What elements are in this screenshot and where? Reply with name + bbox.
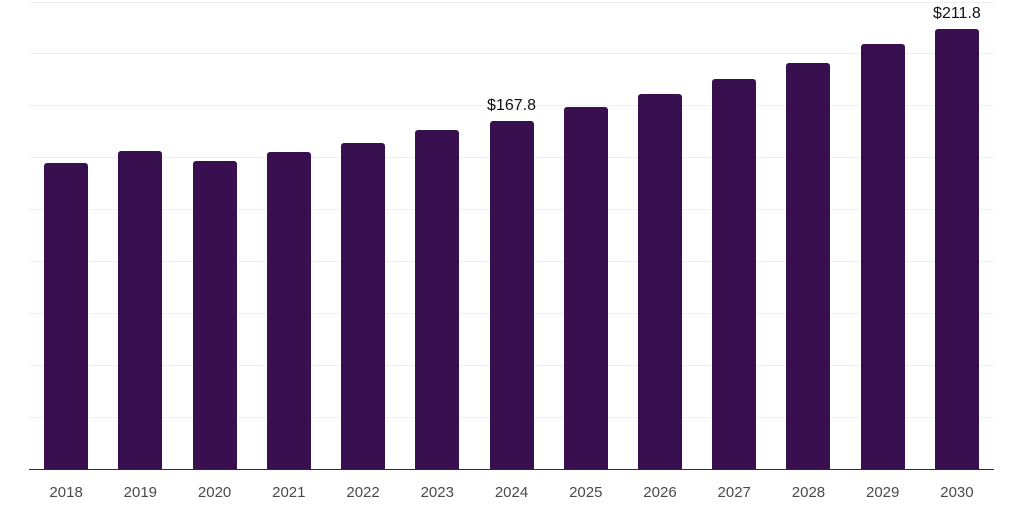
bar-chart-plot: $167.8 $211.8 [29,1,994,470]
bar-2026 [637,93,682,469]
x-tick-2021: 2021 [272,484,306,501]
x-tick-2022: 2022 [346,484,380,501]
bar-2023 [415,130,460,469]
bar-slot-2030: $211.8 [920,2,994,469]
bar-slot-2027 [697,2,771,469]
bars-container: $167.8 $211.8 [29,2,994,469]
x-tick-2027: 2027 [717,484,751,501]
bar-slot-2022 [326,2,400,469]
x-axis-labels: 2018 2019 2020 2021 2022 2023 2024 2025 2026 2027… [29,484,994,501]
bar-2029 [860,44,905,469]
gridline-200 [29,53,994,55]
bar-slot-2020 [177,2,251,469]
bar-slot-2026 [623,2,697,469]
bar-2027 [712,78,757,469]
bar-slot-2024: $167.8 [474,2,548,469]
x-tick-2020: 2020 [197,484,232,501]
bar-slot-2019 [103,2,177,469]
bar-2020 [192,160,237,469]
value-label-2024: $167.8 [487,96,536,114]
x-tick-2028: 2028 [791,484,826,501]
bar-2022 [341,142,386,469]
x-tick-2029: 2029 [866,484,900,501]
bar-2021 [266,151,311,469]
x-tick-2018: 2018 [49,484,83,501]
x-tick-2025: 2025 [569,484,603,501]
bar-2019 [118,150,163,469]
gridline-225 [29,1,994,3]
x-tick-2023: 2023 [420,484,454,501]
bar-slot-2023 [400,2,474,469]
x-tick-2026: 2026 [643,484,677,501]
bar-slot-2025 [549,2,623,469]
bar-2024 [489,120,534,469]
bar-slot-2029 [846,2,920,469]
value-label-2030: $211.8 [933,5,981,23]
bar-slot-2018 [29,2,103,469]
bar-2028 [786,63,831,469]
bar-slot-2028 [771,2,845,469]
x-tick-2024: 2024 [494,484,529,501]
bar-2025 [563,107,608,469]
gridline-175 [29,105,994,107]
x-tick-2030: 2030 [940,484,974,501]
x-tick-2019: 2019 [123,484,158,501]
bar-slot-2021 [252,2,326,469]
bar-2018 [44,163,89,469]
bar-2030 [934,29,979,469]
